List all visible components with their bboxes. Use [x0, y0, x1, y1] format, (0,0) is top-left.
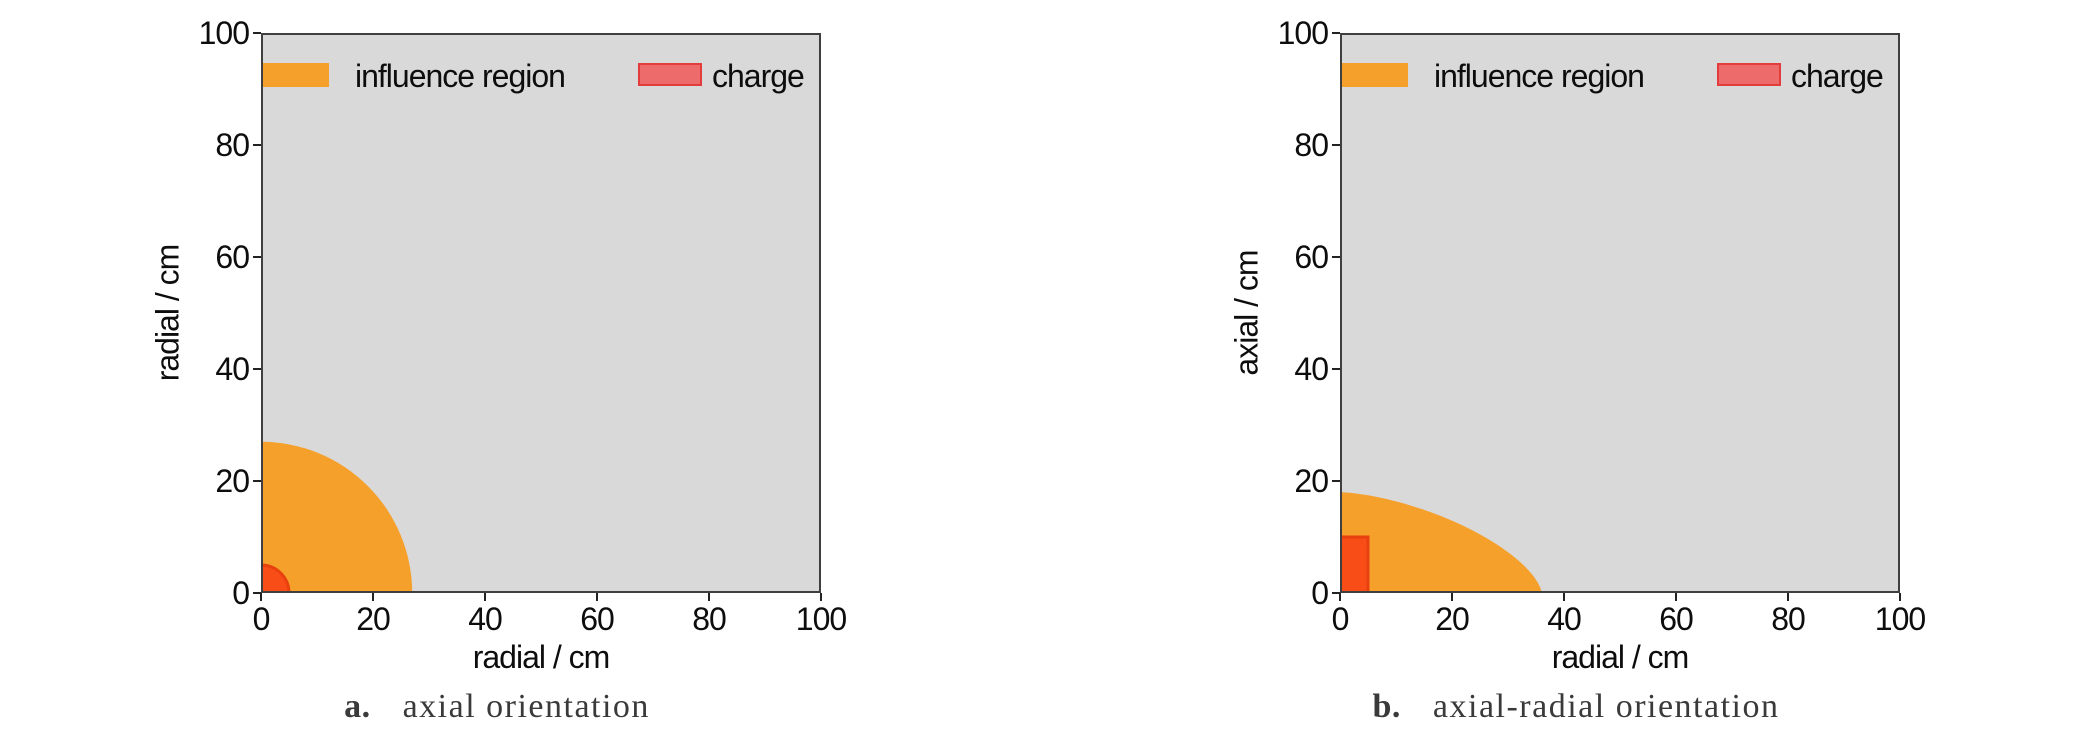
- x-tick-label: 60: [580, 601, 615, 637]
- plot-b: axial / cm influence region charge radia…: [1229, 16, 1927, 725]
- y-tick-mark: [1332, 592, 1340, 594]
- x-tick-label: 100: [795, 601, 847, 637]
- x-tick-label: 0: [252, 601, 271, 637]
- y-tick-mark: [253, 32, 261, 34]
- x-tick-label: 0: [1331, 601, 1350, 637]
- caption-letter: a.: [344, 688, 371, 725]
- x-tick-mark: [260, 593, 262, 601]
- y-tick-label: 60: [215, 239, 250, 275]
- y-tick-label: 100: [198, 15, 250, 51]
- x-tick-label: 80: [692, 601, 727, 637]
- caption-text: axial orientation: [402, 688, 650, 725]
- caption-a: a. axial orientation: [217, 688, 777, 726]
- x-tick-label: 100: [1874, 601, 1926, 637]
- y-tick-mark: [253, 480, 261, 482]
- x-tick-label: 60: [1659, 601, 1694, 637]
- y-tick-label: 100: [1277, 15, 1329, 51]
- caption-text: axial-radial orientation: [1432, 688, 1780, 725]
- regions-svg: [1340, 492, 1542, 593]
- y-tick-label: 60: [1294, 239, 1329, 275]
- x-tick-mark: [1451, 593, 1453, 601]
- x-tick-mark: [708, 593, 710, 601]
- y-tick-label: 40: [215, 351, 250, 387]
- x-tick-mark: [1675, 593, 1677, 601]
- y-tick-label: 80: [215, 127, 250, 163]
- x-tick-label: 20: [1435, 601, 1470, 637]
- y-tick-mark: [253, 592, 261, 594]
- plot-a: radial / cm influence region charge radi…: [150, 16, 848, 725]
- plot-area: influence region charge: [1340, 33, 1900, 593]
- y-tick-label: 20: [215, 463, 250, 499]
- x-tick-mark: [1787, 593, 1789, 601]
- y-tick-mark: [1332, 256, 1340, 258]
- y-tick-mark: [1332, 144, 1340, 146]
- plot-area: influence region charge: [261, 33, 821, 593]
- y-tick-label: 80: [1294, 127, 1329, 163]
- x-axis-label: radial / cm: [1551, 639, 1690, 675]
- charge-shape: [1340, 535, 1370, 593]
- x-tick-label: 20: [356, 601, 391, 637]
- x-tick-label: 40: [468, 601, 503, 637]
- y-tick-mark: [253, 368, 261, 370]
- y-tick-label: 0: [232, 575, 250, 611]
- caption-letter: b.: [1372, 688, 1401, 725]
- x-axis-label: radial / cm: [472, 639, 611, 675]
- y-tick-mark: [253, 256, 261, 258]
- x-tick-mark: [372, 593, 374, 601]
- caption-b: b. axial-radial orientation: [1296, 688, 1856, 726]
- influence-region-shape: [1340, 492, 1542, 593]
- y-tick-mark: [1332, 480, 1340, 482]
- x-tick-mark: [1339, 593, 1341, 601]
- x-tick-mark: [596, 593, 598, 601]
- y-tick-label: 20: [1294, 463, 1329, 499]
- x-tick-label: 80: [1771, 601, 1806, 637]
- y-tick-label: 40: [1294, 351, 1329, 387]
- y-tick-mark: [1332, 32, 1340, 34]
- y-tick-label: 0: [1311, 575, 1329, 611]
- x-tick-mark: [1563, 593, 1565, 601]
- x-tick-mark: [820, 593, 822, 601]
- influence-region-shape: [261, 441, 413, 593]
- x-tick-mark: [1899, 593, 1901, 601]
- y-tick-mark: [253, 144, 261, 146]
- y-tick-mark: [1332, 368, 1340, 370]
- x-tick-mark: [484, 593, 486, 601]
- x-tick-label: 40: [1547, 601, 1582, 637]
- regions-svg: [261, 441, 413, 593]
